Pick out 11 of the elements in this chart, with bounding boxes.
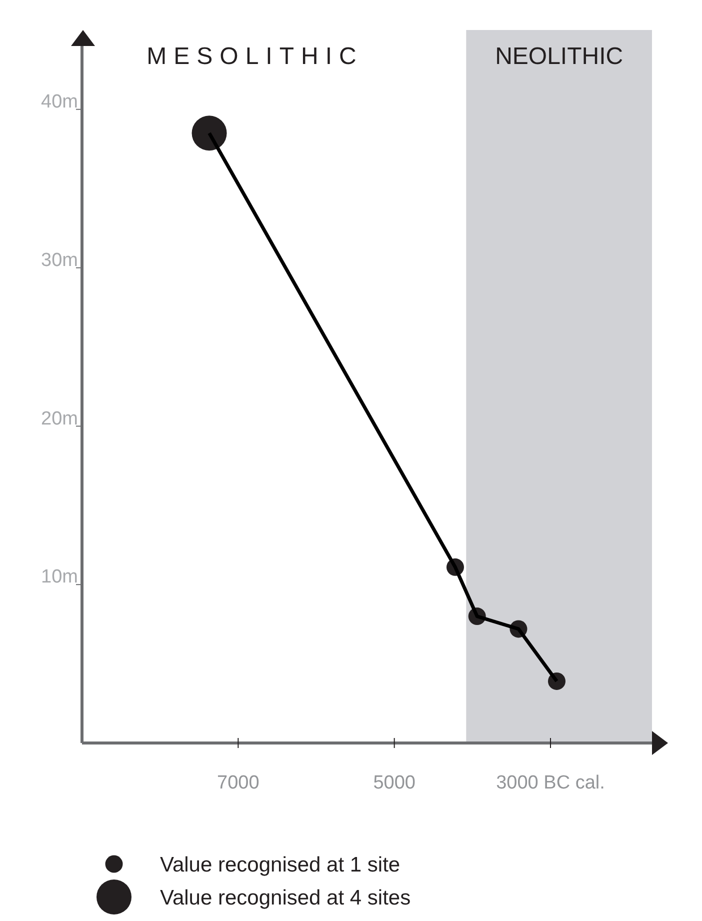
y-tick-label: 10m: [41, 566, 78, 588]
y-tick-label: 20m: [41, 408, 78, 430]
x-tick-label: 5000: [373, 772, 416, 794]
legend-label: Value recognised at 1 site: [160, 853, 400, 876]
legend-label: Value recognised at 4 sites: [160, 886, 411, 910]
band-label: NEOLITHIC: [495, 43, 624, 70]
annotation: MESOLITHIC: [146, 43, 364, 70]
x-tick-label: 7000: [217, 772, 260, 794]
y-tick-label: 40m: [41, 91, 78, 112]
y-tick-label: 30m: [41, 250, 78, 271]
x-tick-label: 3000 BC cal.: [496, 772, 605, 794]
